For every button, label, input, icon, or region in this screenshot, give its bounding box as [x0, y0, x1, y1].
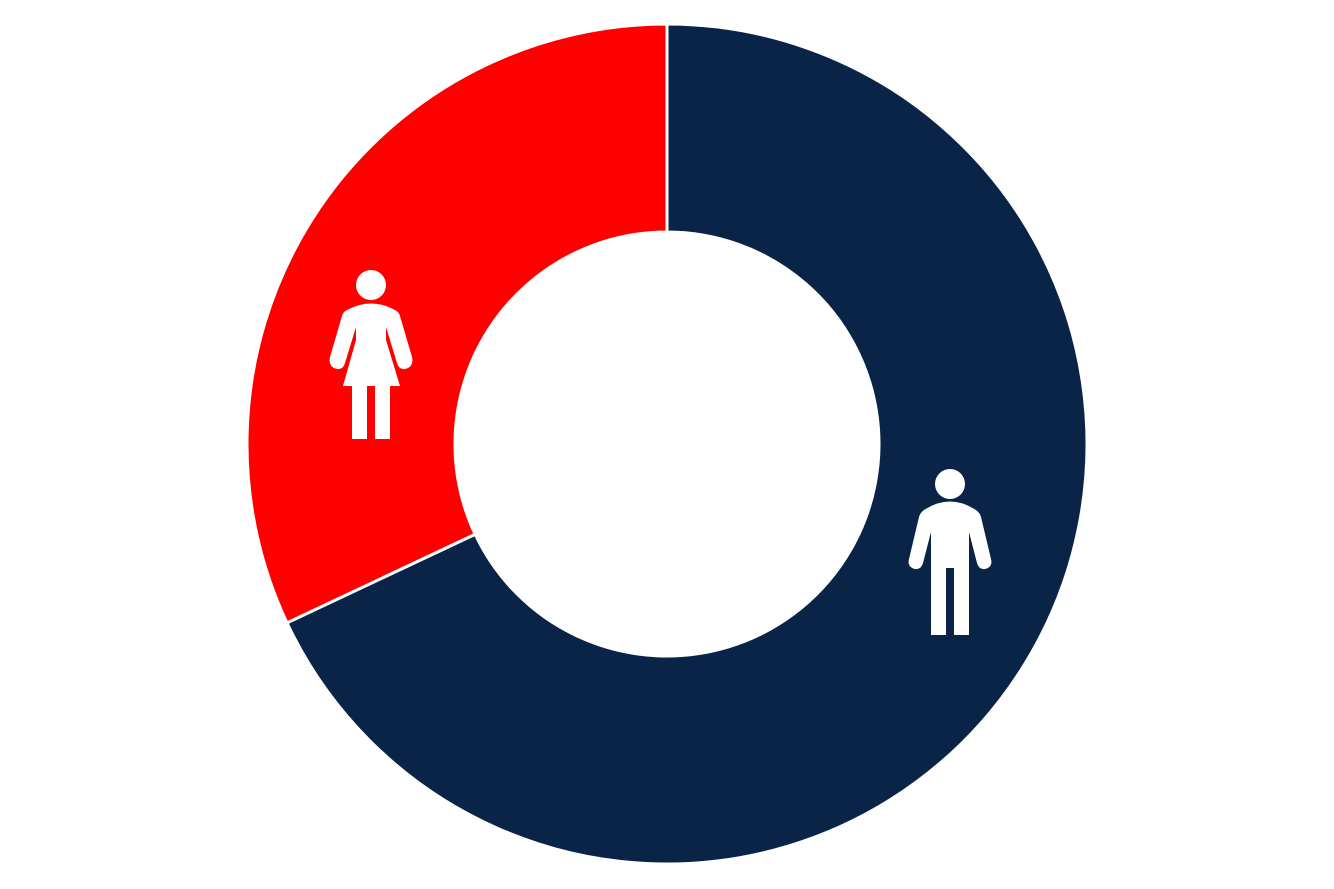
- female-icon: [329, 270, 413, 439]
- slice-male: [284, 22, 1089, 866]
- slice-female: [245, 22, 669, 625]
- male-icon: [908, 469, 992, 635]
- slices: [245, 22, 1089, 866]
